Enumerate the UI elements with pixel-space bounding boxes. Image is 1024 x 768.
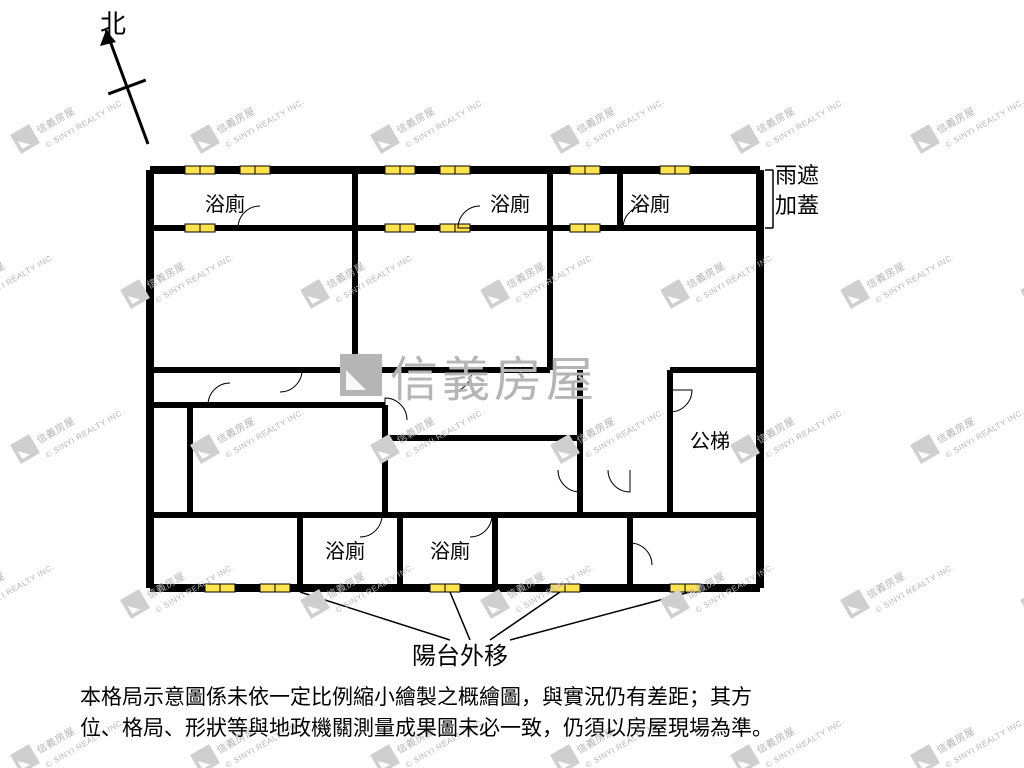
svg-text:浴廁: 浴廁 — [325, 540, 365, 563]
svg-text:公梯: 公梯 — [690, 430, 730, 453]
compass-label: 北 — [100, 4, 126, 41]
floorplan-canvas: 浴廁浴廁浴廁浴廁浴廁公梯 — [0, 0, 1024, 768]
annotation-awning: 雨遮 — [775, 158, 819, 190]
svg-text:浴廁: 浴廁 — [630, 193, 670, 216]
svg-text:浴廁: 浴廁 — [490, 193, 530, 216]
annotation-cover: 加蓋 — [775, 188, 819, 220]
disclaimer-text: 本格局示意圖係未依一定比例縮小繪製之概繪圖，與實況仍有差距；其方 位、格局、形狀… — [80, 683, 964, 744]
callout-balcony: 陽台外移 — [412, 636, 508, 671]
disclaimer-line1: 本格局示意圖係未依一定比例縮小繪製之概繪圖，與實況仍有差距；其方 — [80, 686, 752, 709]
svg-text:浴廁: 浴廁 — [430, 540, 470, 563]
disclaimer-line2: 位、格局、形狀等與地政機關測量成果圖未必一致，仍須以房屋現場為準。 — [80, 717, 773, 740]
svg-text:浴廁: 浴廁 — [205, 193, 245, 216]
